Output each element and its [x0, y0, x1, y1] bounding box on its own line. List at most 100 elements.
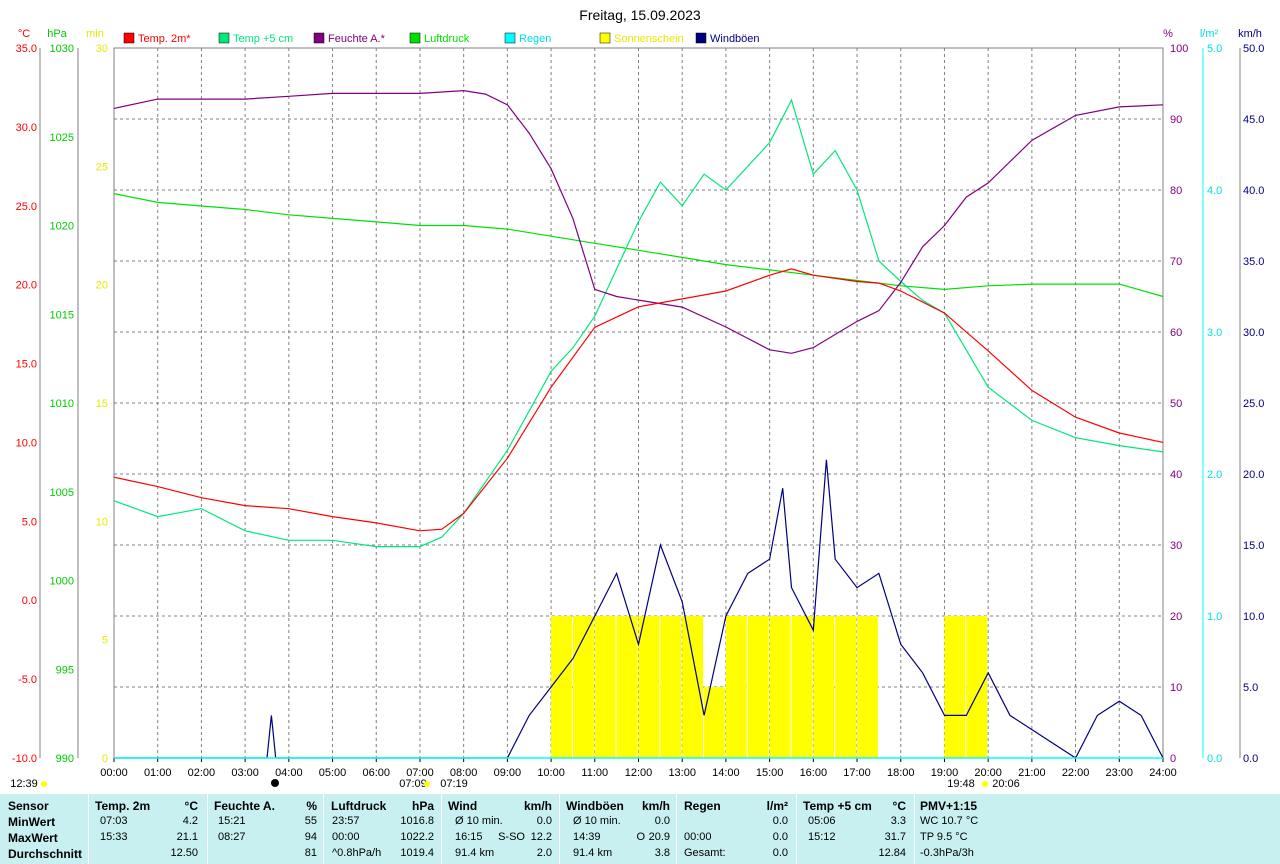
table-cell: 15:21: [218, 815, 246, 827]
table-cell: 14:39: [573, 831, 601, 843]
series-line-tempm: [113, 268, 1164, 532]
table-cell: TP 9.5 °C: [920, 831, 968, 843]
table-cell: 31.7: [884, 831, 906, 843]
sunshine-bars: [551, 616, 988, 758]
tick-label-pct: 0: [1170, 753, 1176, 765]
x-tick-label: 23:00: [1106, 767, 1134, 779]
axis-unit: %: [1163, 28, 1173, 40]
table-cell: 0.0: [772, 847, 788, 859]
tick-label-pct: 60: [1170, 327, 1182, 339]
tick-label-temp: -10.0: [12, 753, 37, 765]
table-row-label: MinWert: [8, 815, 56, 829]
sunshine-bar: [638, 616, 660, 758]
moonphase-icon: [271, 779, 279, 787]
moon-time-label: 12:39: [10, 778, 38, 790]
axis-unit: km/h: [1238, 28, 1262, 40]
grid: [113, 47, 1164, 759]
weather-chart: Freitag, 15.09.2023 Temp. 2m* Temp +5 cm F…: [10, 7, 1264, 790]
x-tick-label: 24:00: [1149, 767, 1177, 779]
tick-label-pct: 10: [1170, 682, 1182, 694]
series-line-feuchtea: [113, 89, 1164, 354]
table-separator: [441, 794, 442, 864]
tick-label-kmh: 50.0: [1243, 43, 1264, 55]
sunshine-bar: [572, 616, 594, 758]
x-tick-label: 07:00: [406, 767, 434, 779]
table-header: hPa: [411, 799, 434, 813]
tick-label-temp: 30.0: [16, 122, 37, 134]
table-header: PMV+1:15: [920, 799, 978, 813]
tick-label-kmh: 10.0: [1243, 611, 1264, 623]
table-cell: 23:57: [332, 815, 360, 827]
tick-label-temp: 10.0: [16, 437, 37, 449]
table-cell: 1019.4: [400, 847, 434, 859]
table-cell: 81: [304, 847, 317, 859]
legend-label: Temp +5 cm: [233, 33, 293, 45]
tick-label-temp: 25.0: [16, 201, 37, 213]
tick-label-rain: 3.0: [1207, 327, 1222, 339]
table-cell: 55: [304, 815, 317, 827]
tick-label-kmh: 5.0: [1243, 682, 1258, 694]
table-cell: 07:03: [100, 815, 128, 827]
sunrise-civil-label: 07:19: [440, 778, 468, 790]
table-cell: 15:33: [100, 831, 128, 843]
x-tick-label: 02:00: [188, 767, 216, 779]
tick-label-min: 0: [102, 753, 108, 765]
sunshine-bar: [791, 616, 813, 758]
axis-unit: hPa: [47, 28, 67, 40]
table-cell: 4.2: [182, 815, 198, 827]
sunset-marker: [982, 781, 988, 787]
table-cell: Ø 10 min.: [455, 815, 503, 827]
table-header: %: [306, 799, 317, 813]
table-cell: ^0.8hPa/h: [332, 847, 382, 859]
tick-label-min: 5: [102, 635, 108, 647]
sunshine-bar: [660, 616, 682, 758]
x-tick-label: 15:00: [756, 767, 784, 779]
table-cell: 15:12: [808, 831, 836, 843]
tick-label-hpa: 1005: [50, 487, 74, 499]
tick-label-pct: 40: [1170, 469, 1182, 481]
table-header: Wind: [448, 799, 478, 813]
sunshine-bar: [551, 616, 572, 758]
tick-label-hpa: 1000: [50, 576, 74, 588]
x-tick-label: 13:00: [668, 767, 696, 779]
tick-label-temp: 0.0: [22, 595, 37, 607]
tick-label-hpa: 995: [56, 664, 74, 676]
legend: Temp. 2m* Temp +5 cm Feuchte A.* Luftdruck R…: [123, 32, 760, 45]
x-tick-label: 04:00: [275, 767, 303, 779]
sunshine-bar: [682, 616, 704, 758]
series-line-luftdruck: [113, 193, 1164, 298]
tick-label-pct: 100: [1170, 43, 1188, 55]
sunshine-bar: [769, 616, 791, 758]
table-cell: 91.4 km: [455, 847, 495, 859]
tick-label-kmh: 35.0: [1243, 256, 1264, 268]
x-tick-label: 22:00: [1062, 767, 1090, 779]
tick-label-pct: 20: [1170, 611, 1182, 623]
tick-label-hpa: 1010: [50, 398, 74, 410]
table-separator: [559, 794, 560, 864]
table-cell: 91.4 km: [573, 847, 613, 859]
sunshine-bar: [704, 687, 725, 758]
table-cell: 0.0: [654, 815, 670, 827]
tick-label-min: 15: [96, 398, 108, 410]
table-cell: 05:06: [808, 815, 836, 827]
tick-label-hpa: 1020: [50, 221, 74, 233]
sunshine-bar: [966, 616, 988, 758]
table-header: Temp. 2m: [95, 799, 151, 813]
table-cell: 20.9: [648, 831, 670, 843]
table-row-label: Durchschnitt: [8, 847, 83, 861]
tick-label-kmh: 15.0: [1243, 540, 1264, 552]
sunshine-bar: [835, 616, 857, 758]
tick-label-min: 10: [96, 516, 108, 528]
table-cell: 08:27: [218, 831, 246, 843]
sunset-civil-label: 20:06: [992, 778, 1020, 790]
x-tick-label: 00:00: [100, 767, 128, 779]
tick-label-hpa: 990: [56, 753, 74, 765]
sunshine-bar: [747, 616, 769, 758]
x-tick-label: 14:00: [712, 767, 740, 779]
table-cell: Gesamt:: [684, 847, 726, 859]
legend-swatch: [504, 32, 516, 44]
table-header: °C: [892, 799, 906, 813]
x-tick-label: 20:00: [974, 767, 1002, 779]
summary-table: Sensor Temp. 2m °C Feuchte A.% Luftdruck hPa W…: [0, 794, 1280, 864]
table-cell: WC 10.7 °C: [920, 815, 979, 827]
